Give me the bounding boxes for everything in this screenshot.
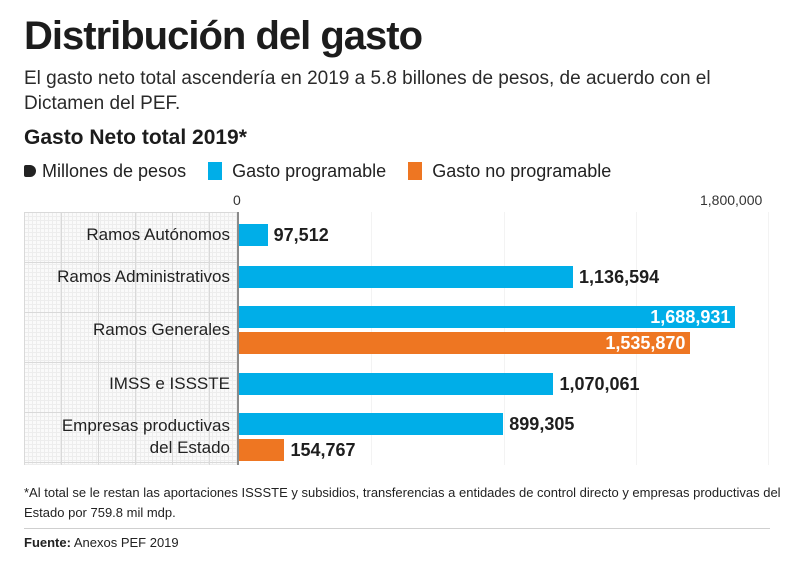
data-label: 1,136,594 bbox=[579, 267, 660, 287]
bar-gasto-no-programable bbox=[239, 439, 285, 461]
category-label-line: Ramos Generales bbox=[92, 320, 230, 339]
subtitle: El gasto neto total ascendería en 2019 a… bbox=[24, 68, 711, 114]
bar-gasto-programable bbox=[239, 266, 574, 288]
y-axis-line bbox=[237, 212, 239, 465]
bar-gasto-programable bbox=[239, 413, 504, 435]
chart-title: Gasto Neto total 2019* bbox=[24, 126, 247, 149]
legend-swatch-programable bbox=[208, 162, 223, 180]
source-label: Fuente: bbox=[24, 535, 71, 550]
category-label: Ramos Administrativos bbox=[57, 266, 230, 288]
units-label: Millones de pesos bbox=[42, 160, 187, 181]
x-gridline bbox=[768, 212, 769, 465]
bar-gasto-programable bbox=[239, 373, 554, 395]
bar-gasto-programable bbox=[239, 306, 736, 328]
category-label-line: Ramos Administrativos bbox=[57, 267, 230, 286]
category-label-line: del Estado bbox=[149, 438, 230, 457]
legend-item-no-programable: Gasto no programable bbox=[408, 161, 611, 182]
data-label: 1,535,870 bbox=[605, 333, 686, 353]
bar-gasto-no-programable bbox=[239, 332, 691, 354]
legend-label-no-programable: Gasto no programable bbox=[432, 160, 612, 181]
bar-gasto-programable bbox=[239, 224, 268, 246]
data-label: 1,070,061 bbox=[559, 374, 640, 394]
legend: Millones de pesos Gasto programable Gast… bbox=[24, 159, 633, 183]
divider bbox=[24, 528, 770, 529]
legend-item-programable: Gasto programable bbox=[208, 161, 386, 182]
label-grid-background bbox=[24, 212, 237, 465]
units-marker-icon bbox=[24, 165, 36, 177]
legend-label-programable: Gasto programable bbox=[232, 160, 387, 181]
data-label: 154,767 bbox=[290, 440, 356, 460]
legend-units: Millones de pesos bbox=[24, 161, 186, 182]
category-label-line: IMSS e ISSSTE bbox=[109, 374, 230, 393]
category-label: Empresas productivas del Estado bbox=[62, 415, 230, 459]
x-tick-label-max: 1,800,000 bbox=[700, 192, 763, 208]
data-label: 1,688,931 bbox=[650, 307, 731, 327]
page-title: Distribución del gasto bbox=[24, 14, 423, 58]
category-label: IMSS e ISSSTE bbox=[109, 373, 230, 395]
x-tick-label-min: 0 bbox=[233, 192, 241, 208]
footnote: *Al total se le restan las aportaciones … bbox=[24, 485, 781, 520]
data-label: 899,305 bbox=[509, 414, 575, 434]
category-label: Ramos Autónomos bbox=[86, 224, 230, 246]
data-label: 97,512 bbox=[273, 225, 329, 245]
category-label-line: Empresas productivas bbox=[61, 416, 230, 435]
category-label-line: Ramos Autónomos bbox=[86, 225, 230, 244]
legend-swatch-no-programable bbox=[408, 162, 423, 180]
source-text: Anexos PEF 2019 bbox=[73, 535, 179, 550]
source-line: Fuente: Anexos PEF 2019 bbox=[24, 535, 179, 550]
category-label: Ramos Generales bbox=[93, 319, 230, 341]
